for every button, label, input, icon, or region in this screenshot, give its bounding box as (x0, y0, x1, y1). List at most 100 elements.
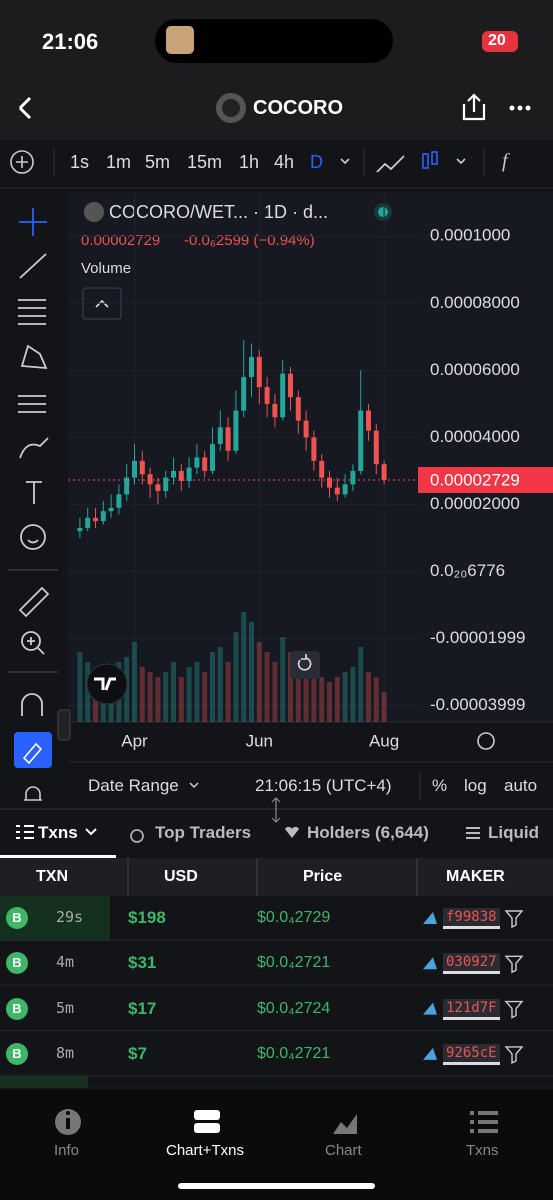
volume-bar (303, 667, 309, 722)
y-tick-label: -0.00003999 (430, 695, 525, 714)
scale-option[interactable]: auto (504, 776, 538, 795)
battery: 20 (488, 32, 506, 49)
nav-item[interactable]: Chart+Txns (166, 1142, 244, 1159)
candle-body (108, 507, 114, 512)
candle-body (280, 373, 286, 418)
candle-body (288, 373, 293, 398)
volume-bar (171, 662, 176, 722)
interval[interactable]: 1s (70, 152, 90, 172)
volume-bar (342, 672, 348, 722)
change-value: -0.0₆2599 (−0.94%) (184, 232, 315, 249)
candle-body (217, 427, 223, 445)
volume-bar (334, 677, 340, 722)
candle-body (124, 477, 130, 495)
nav-item[interactable]: Info (54, 1142, 80, 1159)
txn-usd: $7 (128, 1043, 147, 1063)
candle-body (249, 356, 254, 378)
volume-bar (249, 622, 254, 722)
volume-bar (210, 652, 215, 722)
txn-maker[interactable]: f99838 (443, 908, 500, 929)
clock: 21:06:15 (UTC+4) (255, 776, 392, 795)
candle-body (147, 474, 153, 485)
scale-option[interactable]: log (464, 776, 487, 795)
txn-age: 29s (56, 908, 84, 926)
candle-body (319, 460, 325, 478)
y-tick-label: 0.0₂₀6776 (430, 561, 505, 580)
volume-bar (85, 662, 91, 722)
scale-option[interactable]: % (432, 776, 448, 795)
candle-body (373, 430, 379, 465)
candle-body (358, 410, 364, 471)
status-time: 21:06 (42, 29, 99, 54)
txn-maker[interactable]: 9265cE (443, 1043, 500, 1065)
last-price-tag (418, 466, 553, 493)
column-header[interactable]: USD (164, 868, 198, 885)
candle-body (132, 460, 137, 478)
txn-maker[interactable]: 030927 (443, 953, 500, 975)
txn-badge: B (6, 1042, 28, 1065)
interval[interactable]: 4h (274, 152, 295, 172)
candle-body (225, 427, 231, 451)
tab[interactable]: Liquid (488, 823, 539, 842)
volume-bar (233, 632, 239, 722)
candle-body (93, 517, 98, 522)
txn-badge: B (6, 907, 28, 929)
volume-bar (366, 672, 371, 722)
volume-bar (132, 642, 137, 722)
tab[interactable]: Top Traders (155, 823, 252, 842)
candle-body (202, 457, 208, 471)
candle-body (233, 410, 239, 451)
volume-bar (178, 677, 184, 722)
column-header[interactable]: MAKER (446, 868, 505, 885)
y-tick-label: 0.00008000 (430, 293, 520, 312)
candle-body (139, 460, 145, 475)
candle-body (366, 410, 371, 431)
volume-bar (155, 677, 161, 722)
txn-price: $0.0₄2721 (257, 954, 331, 972)
interval[interactable]: 5m (145, 152, 171, 172)
date-range[interactable]: Date Range (88, 776, 179, 795)
candle-body (327, 477, 332, 488)
nav-item[interactable]: Chart (325, 1142, 362, 1159)
candle-body (295, 397, 301, 421)
candle-body (264, 387, 270, 404)
volume-bar (264, 652, 270, 722)
txn-usd: $31 (128, 953, 157, 973)
column-header[interactable]: TXN (36, 868, 68, 885)
volume-bar (241, 612, 247, 722)
nav-item[interactable]: Txns (466, 1142, 499, 1159)
x-tick-label: Aug (369, 731, 399, 750)
x-tick-label: Jun (246, 731, 273, 750)
interval[interactable]: D (310, 152, 323, 172)
volume-bar (217, 647, 223, 722)
y-tick-label: 0.00004000 (430, 427, 520, 446)
volume-label: Volume (81, 260, 131, 277)
interval[interactable]: 15m (187, 152, 223, 172)
candle-body (171, 470, 176, 478)
tab[interactable]: Txns (38, 823, 78, 842)
y-tick-label: 0.00002000 (430, 494, 520, 513)
volume-bar (225, 662, 231, 722)
volume-bar (358, 647, 364, 722)
candle-body (163, 477, 169, 492)
txn-age: 8m (56, 1043, 75, 1062)
volume-bar (186, 667, 192, 722)
close-value: 0.00002729 (81, 232, 160, 249)
txn-maker[interactable]: 121d7F (443, 998, 500, 1020)
volume-bar (139, 667, 145, 722)
indicator-button[interactable]: f (502, 150, 508, 172)
column-header[interactable]: Price (303, 868, 343, 885)
candle-body (77, 527, 83, 532)
tab[interactable]: Holders (6,644) (307, 823, 429, 842)
txn-age: 5m (56, 998, 75, 1017)
volume-bar (202, 672, 208, 722)
volume-bar (381, 692, 387, 722)
chart-title: COCORO/WET... · 1D · d... (109, 202, 328, 222)
candle-body (210, 444, 215, 471)
interval[interactable]: 1m (106, 152, 132, 172)
interval[interactable]: 1h (239, 152, 260, 172)
candle-body (100, 511, 106, 522)
candle-body (194, 457, 200, 468)
